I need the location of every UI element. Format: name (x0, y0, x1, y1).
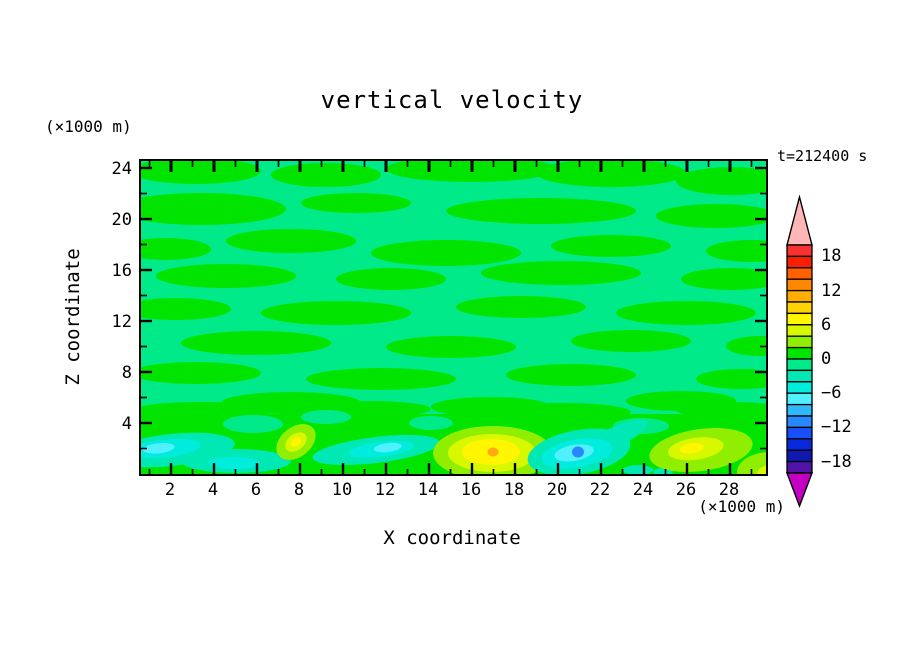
y-axis-title: Z coordinate (62, 248, 84, 386)
x-tick-label: 10 (331, 480, 353, 500)
x-tick-label: 14 (417, 480, 439, 500)
y-tick-label: 16 (111, 261, 132, 281)
colorbar-label: 12 (821, 280, 842, 301)
y-tick-label: 20 (111, 210, 132, 230)
colorbar (785, 194, 814, 512)
y-tick-label: 4 (121, 414, 132, 434)
colorbar-label: −18 (821, 451, 852, 472)
x-tick-label: 4 (207, 480, 219, 500)
time-annotation: t=212400 s (777, 147, 868, 165)
colorbar-label: 6 (821, 314, 832, 335)
colorbar-bottom-arrow (785, 472, 814, 508)
updraft-cell-right (649, 427, 753, 473)
updraft-core-orange (487, 447, 499, 457)
colorbar-label: −12 (821, 417, 852, 438)
downdraft-streak-mid (312, 434, 440, 466)
y-tick-label: 24 (111, 159, 132, 179)
x-tick-label: 28 (718, 480, 740, 500)
downdraft-core-blue (572, 446, 584, 458)
colorbar-body (786, 244, 813, 474)
x-tick-label: 2 (164, 480, 176, 500)
updraft-corner-patch (737, 452, 766, 474)
updraft-cell-main (433, 426, 553, 474)
updraft-blob-small (276, 424, 316, 460)
colorbar-label: 0 (821, 349, 832, 369)
x-axis-unit-label: (×1000 m) (698, 497, 785, 516)
colorbar-label: 18 (821, 246, 842, 267)
downdraft-cell-main (527, 419, 673, 474)
y-tick-label: 8 (121, 363, 132, 383)
x-tick-label: 12 (374, 480, 396, 500)
plot-area (139, 159, 768, 476)
chart-title: vertical velocity (320, 86, 584, 114)
x-tick-label: 18 (503, 480, 525, 500)
x-tick-label: 16 (460, 480, 482, 500)
downdraft-streak-left (141, 432, 291, 473)
x-tick-label: 24 (632, 480, 654, 500)
x-tick-label: 8 (293, 480, 305, 500)
x-tick-label: 22 (589, 480, 611, 500)
contour-field (141, 161, 766, 474)
x-tick-label: 6 (250, 480, 262, 500)
x-tick-label: 26 (675, 480, 697, 500)
colorbar-label: −6 (821, 383, 842, 404)
x-axis-title: X coordinate (383, 527, 521, 549)
axis-tick-marks (141, 161, 766, 474)
y-axis-unit-label: (×1000 m) (45, 117, 132, 136)
colorbar-top-arrow (786, 194, 813, 246)
y-tick-label: 12 (111, 312, 132, 332)
x-tick-label: 20 (546, 480, 568, 500)
